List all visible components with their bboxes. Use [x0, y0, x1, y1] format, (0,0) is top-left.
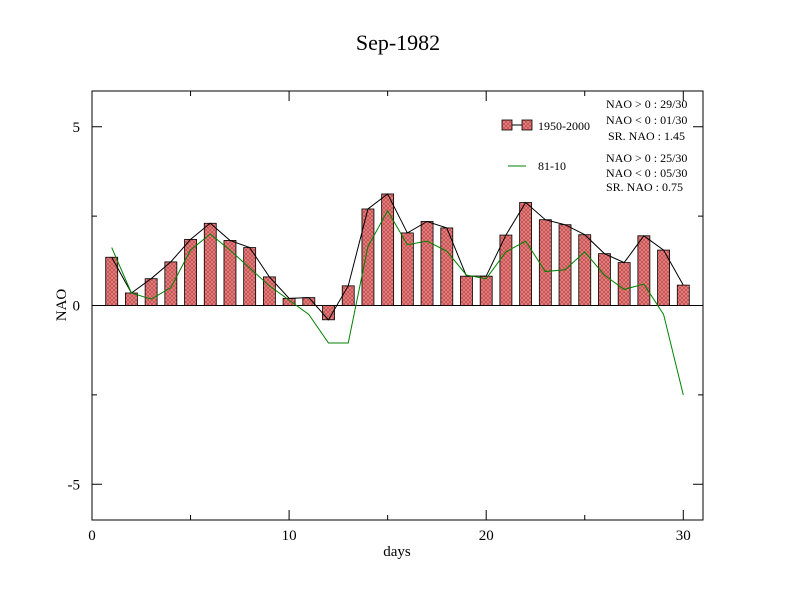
x-tick-label-0: 0	[88, 528, 96, 544]
bar-day-8	[243, 247, 257, 306]
bar-day-2	[125, 292, 138, 306]
stat-8110-neg: NAO < 0 : 05/30	[606, 166, 687, 180]
y-tick-label--5: -5	[68, 477, 81, 493]
bar-day-27	[617, 262, 631, 306]
bar-day-24	[558, 224, 572, 306]
legend-bar-swatch-right	[521, 119, 533, 131]
bar-day-3	[144, 278, 158, 306]
y-tick-label-0: 0	[73, 299, 81, 315]
legend: 1950-2000 81-10 NAO > 0 : 29/30 NAO < 0 …	[501, 97, 687, 194]
x-tick-label-10: 10	[282, 528, 297, 544]
bar-day-20	[479, 275, 493, 306]
bar-day-28	[637, 235, 651, 306]
legend-label-1950-2000: 1950-2000	[538, 119, 590, 133]
stat-1950-neg: NAO < 0 : 01/30	[606, 113, 687, 127]
bar-day-26	[598, 253, 611, 306]
bar-day-21	[499, 234, 513, 306]
bar-day-19	[460, 275, 473, 306]
stat-8110-pos: NAO > 0 : 25/30	[606, 151, 687, 165]
series-line-1950-2000	[111, 193, 684, 321]
bar-day-11	[302, 297, 316, 306]
y-tick-label-5: 5	[73, 120, 81, 136]
stat-1950-sr: SR. NAO : 1.45	[608, 129, 685, 143]
legend-bar-swatch-left	[501, 119, 513, 131]
legend-label-81-10: 81-10	[538, 159, 566, 173]
x-tick-label-30: 30	[676, 528, 691, 544]
bar-day-13	[341, 285, 355, 306]
bar-day-4	[164, 261, 178, 306]
bar-day-23	[538, 219, 552, 306]
bar-day-18	[440, 227, 454, 306]
series-line-81-10	[111, 209, 684, 395]
bar-day-5	[184, 238, 197, 306]
y-axis-label: NAO	[54, 289, 70, 322]
x-axis-label: days	[383, 544, 411, 560]
bar-day-22	[519, 202, 533, 306]
chart-title: Sep-1982	[356, 30, 440, 55]
stat-8110-sr: SR. NAO : 0.75	[606, 180, 683, 194]
axis-ticks: 0 10 20 30 -5 0 5	[68, 91, 703, 544]
line-series-group	[111, 193, 684, 395]
bar-day-10	[282, 297, 296, 306]
bar-day-25	[578, 234, 592, 306]
bar-day-17	[420, 221, 434, 306]
x-tick-label-20: 20	[479, 528, 494, 544]
bar-day-6	[203, 222, 217, 306]
stat-1950-pos: NAO > 0 : 29/30	[606, 97, 687, 111]
bar-day-30	[676, 284, 690, 306]
